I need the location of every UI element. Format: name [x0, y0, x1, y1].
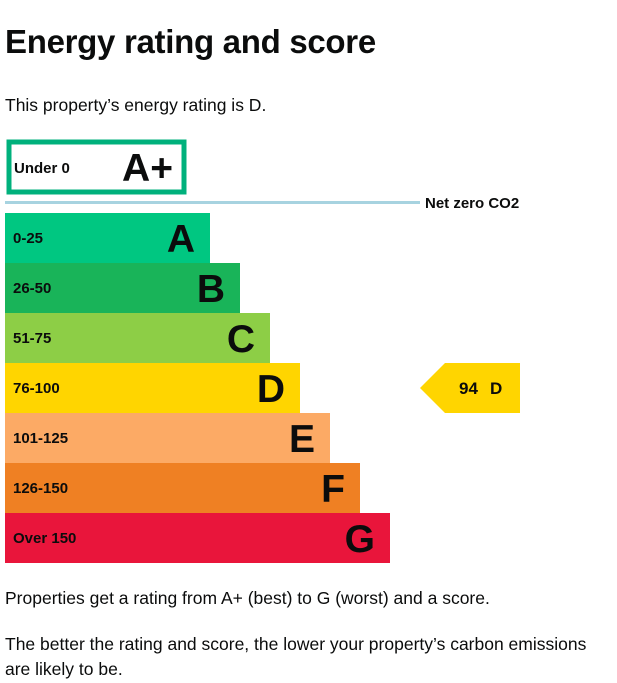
current-rating-marker — [420, 363, 520, 413]
band-a-plus-rating-letter: A+ — [122, 147, 173, 190]
band-b-rating-letter: B — [197, 268, 225, 311]
band-g-range-label: Over 150 — [13, 530, 76, 547]
band-d-range-label: 76-100 — [13, 380, 60, 397]
carbon-emissions-note: The better the rating and score, the low… — [5, 634, 587, 679]
band-a-bar — [5, 213, 210, 263]
band-g-bar — [5, 513, 390, 563]
rating-explanation: Properties get a rating from A+ (best) t… — [5, 588, 490, 608]
band-f-range-label: 126-150 — [13, 480, 68, 497]
band-e-rating-letter: E — [289, 418, 315, 461]
band-g-rating-letter: G — [345, 518, 375, 561]
band-c-rating-letter: C — [227, 318, 255, 361]
band-e-range-label: 101-125 — [13, 430, 68, 447]
band-d-rating-letter: D — [257, 368, 285, 411]
energy-rating-chart: Under 0 A+ Net zero CO2 0-25 A 26-50 B 51-75 C 76… — [5, 139, 520, 563]
band-a-rating-letter: A — [167, 218, 195, 261]
band-c-range-label: 51-75 — [13, 330, 51, 347]
page-title: Energy rating and score — [5, 23, 376, 60]
band-a-plus-range-label: Under 0 — [14, 160, 70, 177]
band-e-bar — [5, 413, 330, 463]
band-b-bar — [5, 263, 240, 313]
band-a-plus-box — [6, 139, 187, 195]
band-c-bar — [5, 313, 270, 363]
energy-rating-summary: This property’s energy rating is D. — [5, 95, 267, 115]
net-zero-label: Net zero CO2 — [425, 195, 519, 212]
band-f-bar — [5, 463, 360, 513]
band-f-rating-letter: F — [321, 468, 345, 511]
current-rating-letter: D — [490, 379, 502, 398]
band-d-bar — [5, 363, 300, 413]
band-a-range-label: 0-25 — [13, 230, 43, 247]
current-score-label: 94 — [459, 379, 478, 398]
band-b-range-label: 26-50 — [13, 280, 51, 297]
